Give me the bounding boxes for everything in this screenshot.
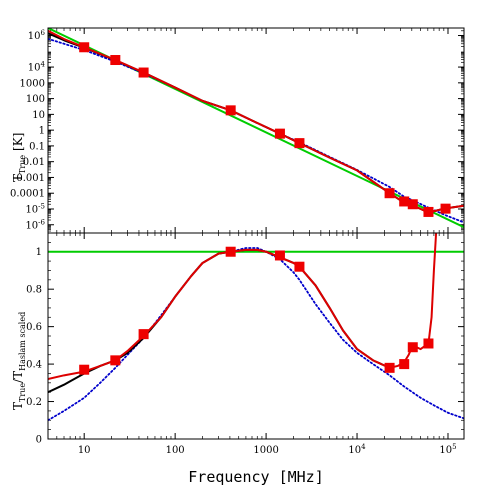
top-y-tick-label: 106	[28, 29, 46, 42]
bottom-ylabel: TTrue/THaslam scaled	[11, 312, 27, 410]
bottom-data-marker	[225, 246, 236, 257]
x-tick-label: 1000	[253, 445, 278, 456]
top-y-tick-label: 104	[28, 61, 46, 74]
top-data-marker	[79, 42, 90, 53]
bottom-series-line-3	[48, 233, 438, 381]
top-data-marker	[138, 67, 149, 78]
bottom-data-marker	[79, 364, 90, 375]
bottom-y-ticks: 0 0.2 0.4 0.6 0.8 1	[26, 242, 464, 446]
bottom-y-tick-label: 0.2	[26, 397, 42, 408]
top-data-marker	[110, 55, 121, 66]
bottom-data-marker	[407, 342, 418, 353]
bottom-data-marker	[274, 250, 285, 261]
x-tick-label: 10	[78, 445, 91, 456]
bottom-x-ticks: 10 100 1000 104 105	[47, 233, 457, 456]
top-y-tick-label: 0.0001	[10, 189, 45, 200]
x-tick-label: 100	[166, 445, 185, 456]
top-panel: 106 104 1000 100 10 1 0.1 0.01 0.001 0.0001 10-5 10…	[10, 27, 465, 234]
bottom-y-tick-label: 1	[36, 247, 42, 258]
bottom-data-marker	[399, 359, 410, 370]
bottom-data-marker	[138, 329, 149, 340]
top-ylabel: TTrue[K]	[11, 133, 27, 182]
top-series-line-1	[48, 37, 464, 224]
top-data-marker	[423, 206, 434, 217]
top-data-marker	[274, 128, 285, 139]
top-y-tick-label: 10-6	[25, 218, 45, 231]
bottom-data-marker	[294, 261, 305, 272]
bottom-y-tick-label: 0	[36, 435, 42, 446]
bottom-y-tick-label: 0.6	[26, 322, 42, 333]
bottom-y-tick-label: 0.4	[26, 360, 42, 371]
bottom-frame	[47, 232, 465, 440]
top-data-marker	[294, 138, 305, 149]
top-y-tick-label: 1000	[20, 78, 45, 89]
top-y-tick-label: 1	[39, 126, 45, 137]
top-data-marker	[440, 203, 451, 214]
top-data-marker	[384, 188, 395, 199]
bottom-series	[48, 233, 464, 422]
top-y-tick-label: 100	[26, 94, 45, 105]
top-data-marker	[399, 196, 410, 207]
top-data-marker	[225, 105, 236, 116]
top-y-tick-label: 10-5	[25, 202, 45, 215]
top-y-tick-label: 10	[32, 110, 45, 121]
x-axis-title: Frequency [MHz]	[188, 468, 323, 486]
bottom-y-tick-label: 0.8	[26, 285, 42, 296]
x-tick-label: 105	[439, 443, 456, 456]
top-y-ticks: 106 104 1000 100 10 1 0.1 0.01 0.001 0.0001 10-5 10…	[10, 27, 464, 234]
top-y-tick-label: 0.001	[16, 173, 45, 184]
bottom-markers	[79, 246, 434, 375]
bottom-data-marker	[423, 338, 434, 349]
top-y-tick-label: 0.01	[23, 157, 45, 168]
top-data-marker	[407, 199, 418, 210]
bottom-panel: 0 0.2 0.4 0.6 0.8 1 10 100 1000 104 105 TTrue/THa…	[11, 232, 465, 486]
bottom-series-line-1	[48, 247, 464, 422]
bottom-data-marker	[110, 355, 121, 366]
bottom-data-marker	[384, 362, 395, 373]
top-markers	[79, 42, 451, 217]
top-y-tick-label: 0.1	[29, 141, 45, 152]
x-tick-label: 104	[348, 443, 366, 456]
